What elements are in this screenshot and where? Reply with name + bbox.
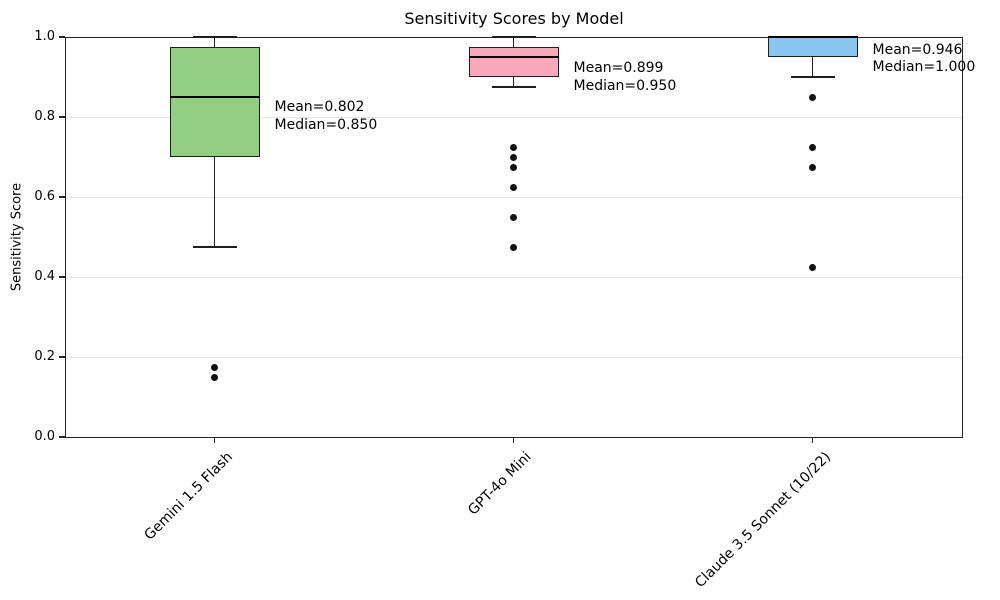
outlier-dot <box>510 153 517 161</box>
outlier-dot <box>510 143 517 151</box>
annotation-median: Median=0.850 <box>274 116 378 133</box>
whisker-cap-lower <box>491 86 536 88</box>
gridline <box>66 117 962 118</box>
median-line <box>767 36 858 38</box>
annotation-mean: Mean=0.899 <box>573 60 664 77</box>
whisker-cap-upper <box>491 36 536 38</box>
x-tick-label: Claude 3.5 Sonnet (10/22) <box>691 449 834 591</box>
annotation-mean: Mean=0.946 <box>872 41 963 58</box>
annotation-median: Median=1.000 <box>872 59 976 76</box>
outlier-dot <box>510 163 517 171</box>
y-tick-mark <box>59 36 65 38</box>
y-tick-label: 1.0 <box>34 29 55 44</box>
median-line <box>468 56 559 58</box>
annotation-mean: Mean=0.802 <box>274 99 365 116</box>
outlier-dot <box>809 143 816 151</box>
gridline <box>66 277 962 278</box>
outlier-dot <box>510 183 517 191</box>
annotation-median: Median=0.950 <box>573 77 677 94</box>
x-tick-mark <box>512 437 515 443</box>
y-tick-label: 0.8 <box>34 109 55 124</box>
stats-annotation: Mean=0.899 Median=0.950 <box>574 60 677 95</box>
whisker-cap-lower <box>192 246 237 248</box>
box-plot-box <box>767 37 858 57</box>
y-tick-mark <box>59 356 65 358</box>
y-tick-label: 0.6 <box>34 189 55 204</box>
stats-annotation: Mean=0.802 Median=0.850 <box>275 99 378 134</box>
whisker-cap-upper <box>192 36 237 38</box>
box-plot-box <box>468 47 559 77</box>
whisker-lower <box>213 157 216 247</box>
box-plot-box <box>169 47 260 157</box>
x-tick-mark <box>811 437 814 443</box>
stats-annotation: Mean=0.946 Median=1.000 <box>873 42 976 77</box>
gridline <box>66 357 962 358</box>
y-tick-label: 0.4 <box>34 269 55 284</box>
outlier-dot <box>510 243 517 251</box>
whisker-lower <box>811 57 814 77</box>
outlier-dot <box>211 373 218 381</box>
y-tick-mark <box>59 196 65 198</box>
whisker-upper <box>512 37 515 47</box>
outlier-dot <box>211 363 218 371</box>
y-tick-mark <box>59 436 65 438</box>
outlier-dot <box>809 93 816 101</box>
outlier-dot <box>809 163 816 171</box>
y-tick-label: 0.0 <box>34 429 55 444</box>
outlier-dot <box>510 213 517 221</box>
x-tick-label: GPT-4o Mini <box>465 449 535 519</box>
y-tick-label: 0.2 <box>34 349 55 364</box>
whisker-cap-lower <box>790 76 835 78</box>
outlier-dot <box>809 263 816 271</box>
x-tick-label: Gemini 1.5 Flash <box>141 449 236 544</box>
gridline <box>66 197 962 198</box>
chart-title: Sensitivity Scores by Model <box>404 9 624 28</box>
whisker-upper <box>213 37 216 47</box>
y-tick-mark <box>59 276 65 278</box>
x-tick-mark <box>213 437 216 443</box>
median-line <box>169 96 260 98</box>
whisker-lower <box>512 77 515 87</box>
y-tick-mark <box>59 116 65 118</box>
